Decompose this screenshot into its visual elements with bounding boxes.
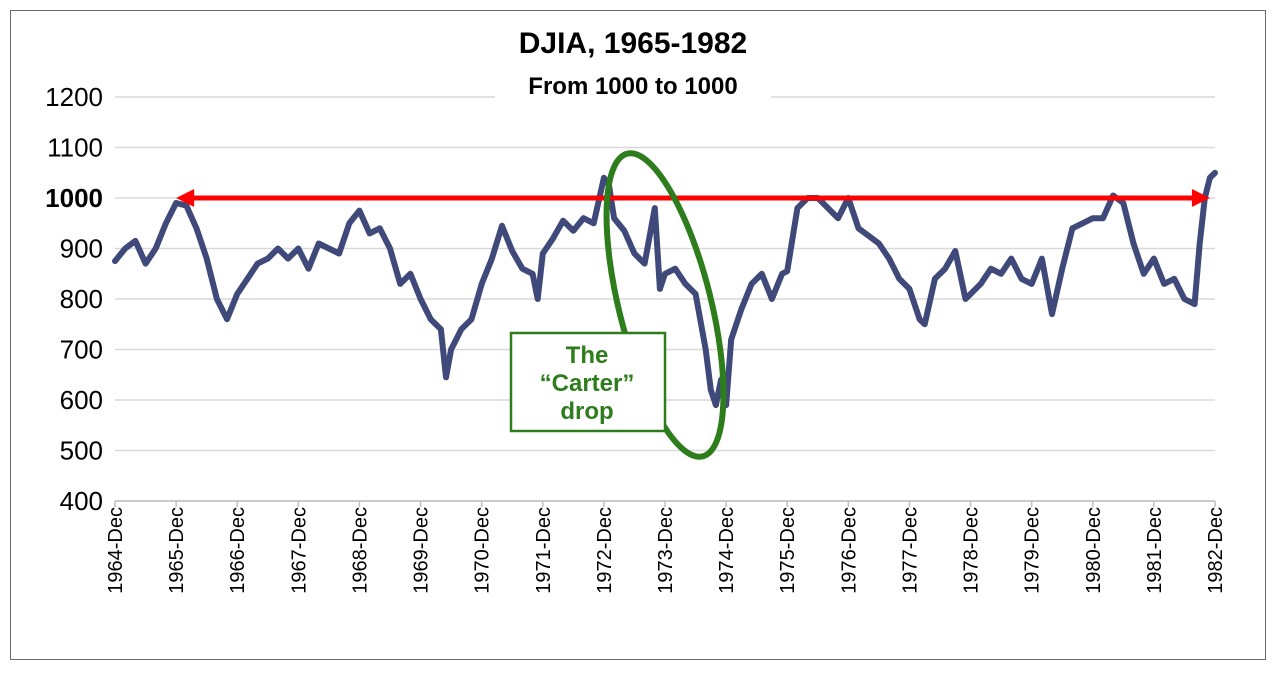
- x-tick-label-4: 1968-Dec: [349, 507, 371, 594]
- x-axis: 1964-Dec 1965-Dec 1966-Dec 1967-Dec 1968-Dec…: [105, 500, 1227, 594]
- x-tick-label-17: 1981-Dec: [1144, 507, 1166, 594]
- x-tick-label-12: 1976-Dec: [838, 507, 860, 594]
- x-tick-label-0: 1964-Dec: [105, 507, 127, 594]
- series-line-djia: [112, 169, 1218, 409]
- djia-line-chart: DJIA, 1965-1982 400 500 600 700 800 900 1000 11…: [45, 27, 1227, 594]
- y-tick-label-1100: 1100: [47, 133, 103, 163]
- x-tick-label-3: 1967-Dec: [288, 507, 310, 594]
- x-tick-label-2: 1966-Dec: [227, 507, 249, 594]
- x-tick-label-10: 1974-Dec: [716, 507, 738, 594]
- x-tick-label-15: 1979-Dec: [1022, 507, 1044, 594]
- x-tick-label-16: 1980-Dec: [1083, 507, 1105, 594]
- annotation-line-3: drop: [560, 398, 613, 425]
- reference-arrowhead-right: [1191, 189, 1210, 207]
- x-tick-label-14: 1978-Dec: [961, 507, 983, 594]
- x-tick-label-5: 1969-Dec: [411, 507, 433, 594]
- reference-arrow-1000: [176, 189, 1210, 207]
- y-tick-label-700: 700: [60, 335, 103, 365]
- y-tick-label-600: 600: [60, 385, 103, 415]
- y-tick-label-500: 500: [60, 436, 103, 466]
- y-tick-label-1200: 1200: [45, 82, 103, 112]
- y-tick-label-1000: 1000: [45, 183, 103, 213]
- annotation-box: The “Carter” drop: [509, 331, 667, 433]
- chart-frame: DJIA, 1965-1982 400 500 600 700 800 900 1000 11…: [10, 10, 1266, 660]
- y-tick-label-900: 900: [60, 234, 103, 264]
- x-tick-label-11: 1975-Dec: [777, 507, 799, 594]
- chart-title: DJIA, 1965-1982: [519, 27, 748, 60]
- annotation-line-1: The: [566, 342, 609, 369]
- x-tick-label-8: 1972-Dec: [594, 507, 616, 594]
- x-tick-label-18: 1982-Dec: [1205, 507, 1227, 594]
- y-tick-label-800: 800: [60, 284, 103, 314]
- x-tick-label-6: 1970-Dec: [472, 507, 494, 594]
- chart-subtitle: From 1000 to 1000: [528, 73, 737, 100]
- annotation-ellipse: [603, 150, 727, 460]
- x-tick-label-1: 1965-Dec: [166, 507, 188, 594]
- annotation-box-border: [509, 331, 667, 433]
- y-tick-label-400: 400: [60, 486, 103, 516]
- reference-arrowhead-left: [176, 189, 195, 207]
- x-tick-label-9: 1973-Dec: [655, 507, 677, 594]
- subtitle-background: [495, 69, 771, 105]
- x-tick-label-13: 1977-Dec: [899, 507, 921, 594]
- x-tick-label-7: 1971-Dec: [533, 507, 555, 594]
- y-axis: 400 500 600 700 800 900 1000 1100 1200: [45, 82, 103, 516]
- annotation-line-2: “Carter”: [540, 370, 635, 397]
